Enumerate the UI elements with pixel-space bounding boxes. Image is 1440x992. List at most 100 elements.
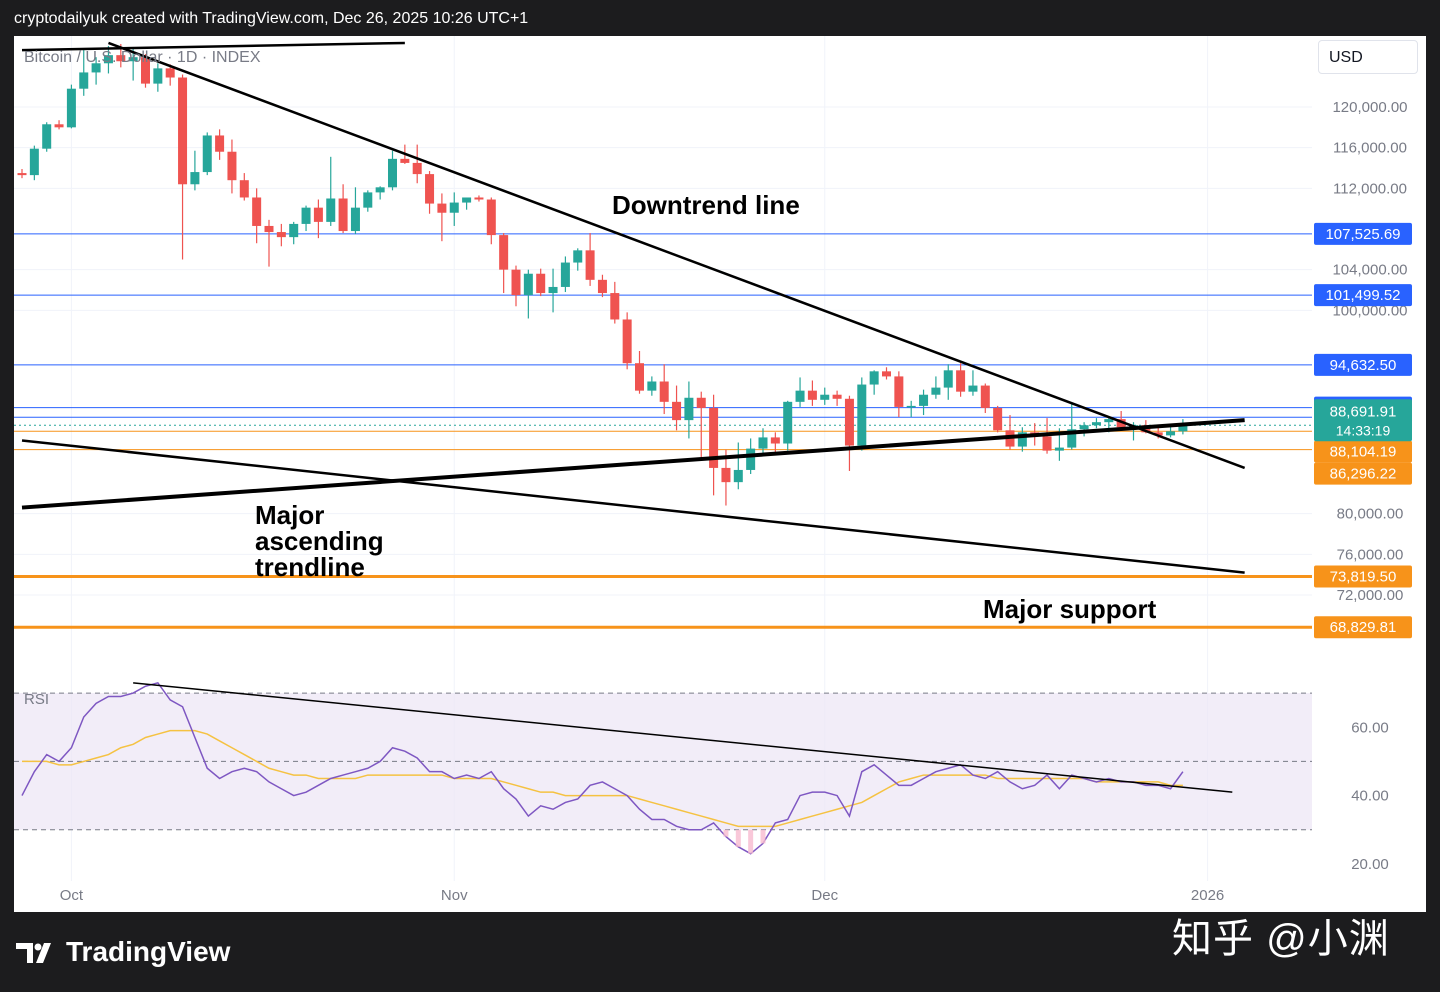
candle[interactable] bbox=[462, 197, 472, 210]
candle[interactable] bbox=[573, 248, 583, 271]
candle[interactable] bbox=[844, 395, 854, 471]
price-label-pill[interactable]: 107,525.69 bbox=[1314, 222, 1412, 245]
candle[interactable] bbox=[227, 139, 237, 194]
candle[interactable] bbox=[931, 376, 941, 399]
candle[interactable] bbox=[1079, 422, 1089, 437]
candle[interactable] bbox=[1067, 403, 1077, 450]
candle[interactable] bbox=[437, 193, 447, 242]
price-label-pill[interactable]: 73,819.50 bbox=[1314, 565, 1412, 588]
price-label-pill[interactable]: 68,829.81 bbox=[1314, 616, 1412, 639]
candle[interactable] bbox=[153, 63, 163, 92]
candle[interactable] bbox=[733, 442, 743, 490]
candle[interactable] bbox=[486, 197, 496, 245]
candle[interactable] bbox=[313, 199, 323, 239]
candle[interactable] bbox=[239, 173, 249, 201]
candle[interactable] bbox=[647, 376, 657, 396]
candle[interactable] bbox=[1005, 415, 1015, 450]
candle[interactable] bbox=[276, 223, 286, 247]
candle[interactable] bbox=[42, 122, 52, 152]
candle[interactable] bbox=[820, 387, 830, 405]
rsi-trendline[interactable] bbox=[133, 682, 1233, 793]
candle[interactable] bbox=[536, 268, 546, 297]
candle[interactable] bbox=[635, 351, 644, 394]
candle[interactable] bbox=[597, 274, 607, 298]
candle[interactable] bbox=[758, 428, 768, 455]
candle[interactable] bbox=[832, 390, 842, 406]
candle[interactable] bbox=[672, 385, 682, 431]
candle[interactable] bbox=[202, 132, 212, 176]
candle[interactable] bbox=[943, 364, 953, 400]
candle[interactable] bbox=[585, 233, 595, 286]
ascending-trendline[interactable] bbox=[21, 418, 1245, 510]
candle[interactable] bbox=[783, 400, 793, 451]
candle[interactable] bbox=[807, 380, 817, 406]
price-label-pill[interactable]: 88,104.19 bbox=[1314, 440, 1412, 463]
candle[interactable] bbox=[882, 367, 891, 380]
candle[interactable] bbox=[425, 171, 435, 214]
candle[interactable] bbox=[178, 74, 188, 260]
candle[interactable] bbox=[548, 268, 558, 313]
candle[interactable] bbox=[560, 256, 570, 293]
candle-body bbox=[672, 401, 682, 421]
candle[interactable] bbox=[523, 269, 533, 319]
price-label-pill[interactable]: 94,632.50 bbox=[1314, 353, 1412, 376]
candle[interactable] bbox=[1017, 427, 1027, 452]
candle[interactable] bbox=[993, 405, 1003, 433]
current-price-pill[interactable]: 88,691.91 14:33:19 bbox=[1314, 399, 1412, 442]
candle[interactable] bbox=[894, 371, 904, 418]
candle[interactable] bbox=[857, 377, 867, 451]
candle[interactable] bbox=[190, 150, 200, 191]
candle[interactable] bbox=[869, 370, 879, 395]
candle[interactable] bbox=[165, 64, 175, 86]
candle[interactable] bbox=[622, 312, 632, 370]
candle[interactable] bbox=[363, 190, 373, 212]
candle[interactable] bbox=[264, 219, 274, 267]
candle-body bbox=[425, 174, 435, 204]
candle[interactable] bbox=[289, 221, 299, 245]
candle[interactable] bbox=[412, 144, 422, 184]
downtrend-trendline[interactable] bbox=[108, 41, 1246, 470]
candle[interactable] bbox=[350, 187, 360, 235]
price-label-pill[interactable]: 101,499.52 bbox=[1314, 284, 1412, 307]
candle[interactable] bbox=[141, 54, 150, 88]
candle[interactable] bbox=[215, 129, 225, 160]
candle[interactable] bbox=[980, 383, 990, 414]
lower-channel-trendline[interactable] bbox=[21, 439, 1245, 574]
candle[interactable] bbox=[91, 57, 101, 85]
candle[interactable] bbox=[956, 363, 966, 397]
candle[interactable] bbox=[66, 84, 76, 129]
chart-panel[interactable]: 120,000.00 116,000.00 112,000.00 104,000.00… bbox=[14, 36, 1426, 912]
candle[interactable] bbox=[795, 377, 805, 407]
candle[interactable] bbox=[474, 195, 484, 202]
candle[interactable] bbox=[696, 391, 706, 458]
candle[interactable] bbox=[1178, 419, 1188, 435]
candle[interactable] bbox=[29, 145, 39, 181]
candle[interactable] bbox=[375, 186, 385, 200]
candle[interactable] bbox=[54, 120, 64, 130]
candle[interactable] bbox=[79, 50, 89, 96]
candle[interactable] bbox=[499, 233, 509, 294]
candle[interactable] bbox=[659, 364, 669, 415]
candle[interactable] bbox=[449, 192, 459, 226]
chart-canvas[interactable]: 120,000.00 116,000.00 112,000.00 104,000.00… bbox=[14, 36, 1426, 912]
candle[interactable] bbox=[511, 265, 521, 307]
candle[interactable] bbox=[610, 281, 620, 324]
currency-button[interactable]: USD bbox=[1318, 40, 1418, 74]
candle[interactable] bbox=[17, 169, 27, 179]
price-label-pill[interactable]: 86,296.22 bbox=[1314, 462, 1412, 485]
candle[interactable] bbox=[906, 400, 916, 418]
candle[interactable] bbox=[684, 381, 694, 439]
candle[interactable] bbox=[326, 156, 336, 226]
candle[interactable] bbox=[919, 389, 929, 416]
candle[interactable] bbox=[1091, 418, 1101, 429]
candle[interactable] bbox=[388, 150, 397, 191]
candle[interactable] bbox=[301, 205, 311, 232]
candle[interactable] bbox=[968, 370, 978, 396]
candle[interactable] bbox=[338, 184, 348, 234]
candle[interactable] bbox=[252, 188, 262, 244]
top-left-trendline[interactable] bbox=[21, 41, 405, 52]
candle[interactable] bbox=[770, 432, 780, 453]
candle[interactable] bbox=[709, 394, 719, 496]
candle[interactable] bbox=[103, 46, 113, 74]
candle[interactable] bbox=[128, 49, 138, 81]
